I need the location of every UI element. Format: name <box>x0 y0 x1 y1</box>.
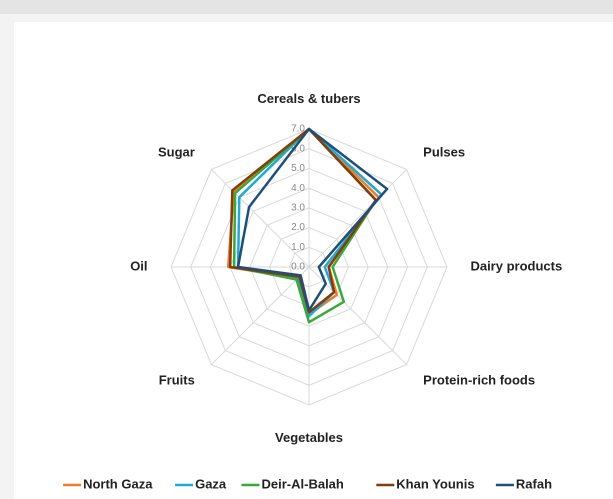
category-label: Vegetables <box>275 430 343 445</box>
grid-spoke <box>211 266 310 365</box>
category-label: Fruits <box>159 373 195 388</box>
r-tick-label: 1.0 <box>291 242 305 253</box>
legend-label: Deir-Al-Balah <box>262 476 344 491</box>
chart-panel <box>14 22 613 499</box>
r-tick-label: 6.0 <box>291 143 305 154</box>
top-bar <box>0 0 613 14</box>
category-label: Sugar <box>158 144 195 159</box>
r-tick-label: 4.0 <box>291 183 305 194</box>
r-tick-label: 5.0 <box>291 163 305 174</box>
legend-label: Gaza <box>195 476 227 491</box>
category-label: Protein-rich foods <box>423 373 535 388</box>
legend-label: Khan Younis <box>396 476 474 491</box>
category-label: Oil <box>130 258 147 273</box>
r-tick-label: 0.0 <box>291 262 305 273</box>
legend-label: North Gaza <box>83 476 153 491</box>
category-label: Pulses <box>423 144 465 159</box>
series-line <box>228 127 378 314</box>
grid-spoke <box>211 169 310 268</box>
category-label: Dairy products <box>470 258 562 273</box>
category-label: Cereals & tubers <box>257 91 360 106</box>
r-tick-label: 3.0 <box>291 202 305 213</box>
grid-spoke <box>308 169 407 268</box>
legend-label: Rafah <box>516 476 552 491</box>
r-tick-label: 7.0 <box>291 124 305 135</box>
series-line <box>236 127 389 312</box>
r-tick-label: 2.0 <box>291 222 305 233</box>
